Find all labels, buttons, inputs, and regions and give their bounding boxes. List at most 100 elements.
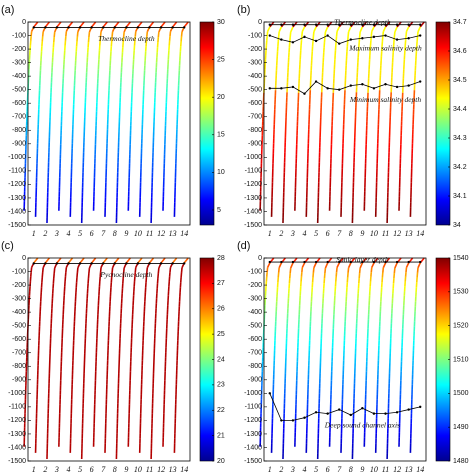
depth-point (314, 39, 318, 43)
y-tick-label: -1500 (8, 458, 26, 465)
y-tick-label: -700 (12, 114, 26, 121)
profile-segment (371, 26, 375, 32)
depth-point (280, 419, 283, 422)
profile-segment (417, 262, 421, 269)
profile (305, 257, 321, 453)
colorbar-tick-label: 1520 (453, 323, 469, 330)
y-tick-label: -400 (248, 309, 262, 316)
profile (46, 21, 62, 223)
y-tick-label: -1200 (8, 181, 26, 188)
depth-point (314, 80, 318, 83)
depth-point (44, 26, 47, 29)
y-tick-label: -900 (248, 377, 262, 384)
x-tick-label: 5 (78, 465, 82, 474)
x-tick-label: 4 (67, 465, 71, 474)
depth-point (384, 23, 387, 26)
x-tick-label: 11 (382, 229, 389, 238)
depth-point (338, 42, 341, 45)
y-tick-label: -1000 (244, 154, 262, 161)
profile-segment (172, 21, 178, 28)
line-annotation: Sonic layer depth (336, 255, 389, 264)
x-tick-label: 8 (113, 229, 117, 238)
depth-point (268, 34, 271, 37)
profile-segment (68, 257, 74, 264)
colorbar-tick-label: 20 (217, 458, 225, 465)
profile-segment (79, 21, 85, 28)
x-tick-label: 3 (290, 465, 295, 474)
y-tick-label: -800 (248, 363, 262, 370)
x-tick-label: 3 (54, 465, 59, 474)
depth-point (268, 23, 271, 26)
profile-segment (301, 262, 306, 268)
depth-point (125, 262, 128, 265)
colorbar-tick-label: 24 (217, 356, 225, 363)
profile-segment (102, 21, 108, 28)
y-tick-label: -900 (12, 141, 26, 148)
depth-point (419, 260, 422, 264)
x-tick-label: 7 (337, 229, 342, 238)
depth-point (171, 26, 174, 29)
profile-segment (393, 267, 396, 274)
profile-segment (405, 262, 410, 268)
depth-point (372, 23, 376, 26)
profile (104, 257, 120, 453)
y-tick-label: -1300 (8, 431, 26, 438)
depth-point (183, 262, 186, 265)
depth-point (338, 408, 341, 411)
y-tick-label: -1000 (8, 390, 26, 397)
x-tick-label: 2 (43, 229, 47, 238)
colorbar (199, 21, 215, 226)
y-tick-label: -500 (12, 323, 26, 330)
y-tick-label: -400 (12, 309, 26, 316)
x-tick-label: 14 (416, 465, 424, 474)
profile-segment (90, 21, 97, 28)
profile (69, 257, 85, 453)
colorbar-tick-label: 27 (217, 280, 225, 287)
profile (58, 21, 74, 211)
y-tick-label: -100 (248, 268, 262, 275)
y-tick-label: -1300 (244, 195, 262, 202)
x-tick-label: 7 (101, 229, 106, 238)
profile-segment (122, 267, 125, 274)
colorbar-tick-label: 34.5 (453, 77, 467, 84)
y-tick-label: -700 (12, 350, 26, 357)
x-tick-label: 13 (169, 229, 177, 238)
profile-segment (44, 257, 50, 264)
profile-segment (172, 257, 178, 264)
profile-segment (347, 262, 352, 269)
depth-point (349, 38, 352, 41)
depth-point (67, 262, 70, 265)
x-tick-label: 14 (180, 229, 188, 238)
profile-segment (125, 257, 131, 264)
profile-segment (79, 257, 85, 264)
profile-segment (160, 257, 166, 264)
depth-point (372, 35, 376, 39)
x-tick-label: 3 (54, 229, 59, 238)
depth-point (113, 262, 116, 265)
depth-point (78, 262, 82, 265)
profile (316, 21, 333, 223)
y-tick-label: -700 (248, 114, 262, 121)
profile (138, 21, 155, 217)
depth-point (303, 35, 306, 39)
x-tick-label: 5 (314, 229, 318, 238)
depth-point (102, 262, 105, 265)
x-tick-label: 3 (290, 229, 295, 238)
depth-point (67, 26, 70, 29)
colorbar-tick-label: 34.4 (453, 106, 467, 113)
profile-segment (33, 257, 39, 264)
profile-segment (301, 26, 306, 32)
line-annotation: Pycnocline depth (99, 270, 152, 279)
depth-point (395, 411, 399, 414)
profile-segment (148, 21, 155, 28)
profile (92, 21, 108, 211)
panel-label: (a) (1, 4, 14, 16)
profile-segment (382, 26, 387, 33)
y-tick-label: -100 (12, 268, 26, 275)
colorbar-tick-label: 25 (217, 56, 225, 63)
profile (294, 257, 310, 447)
y-tick-label: -200 (12, 46, 26, 53)
profile-segment (160, 21, 166, 28)
depth-point (361, 83, 364, 86)
colorbar-tick-label: 34.3 (453, 135, 467, 142)
